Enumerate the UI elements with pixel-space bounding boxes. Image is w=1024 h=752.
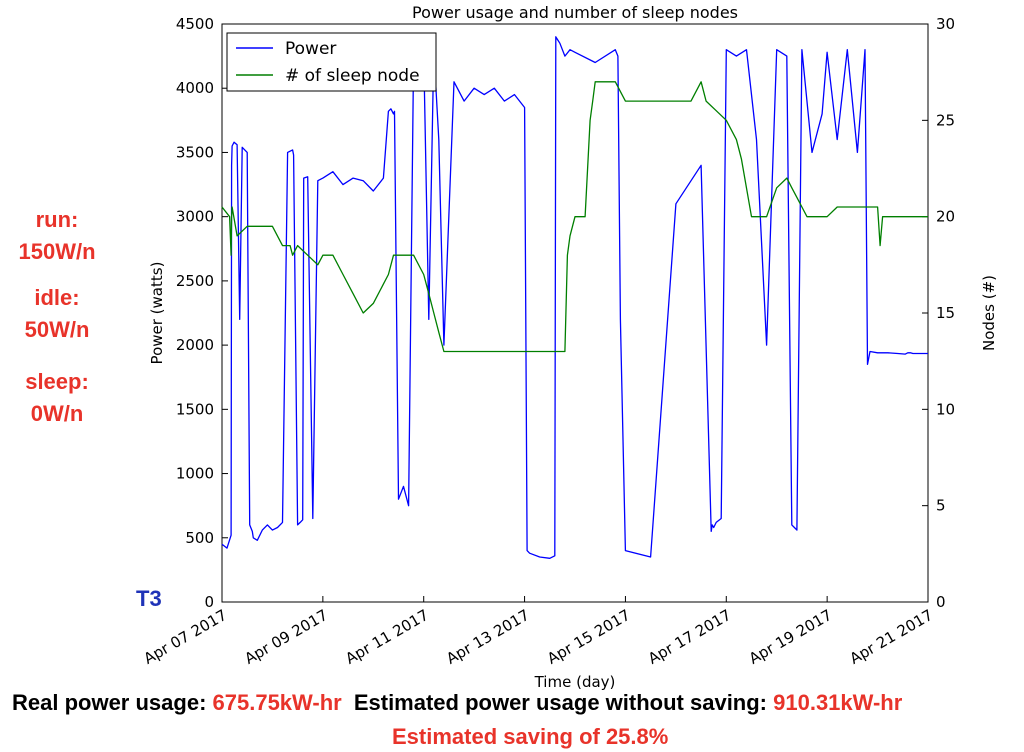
- power-summary: Real power usage: 675.75kW-hr Estimated …: [12, 690, 902, 716]
- y2-tick-label: 20: [936, 208, 955, 226]
- y-tick-label: 1000: [176, 465, 214, 483]
- y-tick-label: 0: [204, 593, 214, 611]
- run-value: 150W/n: [18, 239, 96, 264]
- trace-label: T3: [136, 586, 162, 611]
- y-tick-label: 1500: [176, 400, 214, 418]
- y-tick-label: 2000: [176, 336, 214, 354]
- y2-axis-label: Nodes (#): [980, 275, 998, 351]
- run-label: run:: [35, 207, 79, 232]
- y-tick-label: 2500: [176, 272, 214, 290]
- idle-value: 50W/n: [24, 317, 90, 342]
- run-annotation: run: 150W/n: [2, 204, 112, 268]
- series-layer: [221, 36, 928, 559]
- sleep-label: sleep:: [25, 369, 89, 394]
- y-tick-label: 3000: [176, 208, 214, 226]
- sleep-value: 0W/n: [30, 401, 84, 426]
- y2-tick-label: 25: [936, 111, 955, 129]
- x-tick-label: Apr 19 2017: [746, 606, 835, 668]
- estimated-power-label: Estimated power usage without saving:: [353, 690, 774, 715]
- left-axis: 0 500 1000 1500 2000 2500 3000 3500 4000 4500: [176, 15, 228, 611]
- y-tick-label: 3500: [176, 143, 214, 161]
- series-line-sleep-nodes: [221, 81, 928, 353]
- y2-tick-label: 5: [936, 497, 946, 515]
- y2-tick-label: 10: [936, 400, 955, 418]
- estimated-power-value: 910.31kW-hr: [773, 690, 903, 715]
- legend: Power # of sleep node: [226, 32, 437, 92]
- x-axis-label: Time (day): [534, 673, 616, 691]
- legend-label-sleep: # of sleep node: [285, 66, 420, 86]
- y-tick-label: 4500: [176, 15, 214, 33]
- x-tick-label: Apr 17 2017: [645, 606, 734, 668]
- y2-tick-label: 30: [936, 15, 955, 33]
- x-tick-label: Apr 07 2017: [141, 606, 230, 668]
- y-tick-label: 500: [185, 529, 214, 547]
- idle-label: idle:: [34, 285, 80, 310]
- y-tick-label: 4000: [176, 79, 214, 97]
- sleep-annotation: sleep: 0W/n: [2, 366, 112, 430]
- y2-tick-label: 0: [936, 593, 946, 611]
- legend-label-power: Power: [285, 39, 336, 59]
- x-tick-label: Apr 15 2017: [544, 606, 633, 668]
- x-tick-label: Apr 09 2017: [242, 606, 331, 668]
- idle-annotation: idle: 50W/n: [2, 282, 112, 346]
- x-axis: Apr 07 2017 Apr 09 2017 Apr 11 2017 Apr 13 …: [141, 596, 936, 668]
- y-axis-label: Power (watts): [148, 262, 166, 365]
- real-power-label: Real power usage:: [12, 690, 213, 715]
- plot-area: [221, 23, 929, 603]
- chart-title: Power usage and number of sleep nodes: [412, 3, 738, 22]
- saving-summary: Estimated saving of 25.8%: [392, 724, 669, 749]
- series-line-power: [221, 36, 928, 559]
- x-tick-label: Apr 13 2017: [443, 606, 532, 668]
- x-tick-label: Apr 11 2017: [342, 606, 431, 668]
- x-tick-label: Apr 21 2017: [847, 606, 936, 668]
- real-power-value: 675.75kW-hr: [212, 690, 342, 715]
- y2-tick-label: 15: [936, 304, 955, 322]
- legend-box: [226, 32, 437, 92]
